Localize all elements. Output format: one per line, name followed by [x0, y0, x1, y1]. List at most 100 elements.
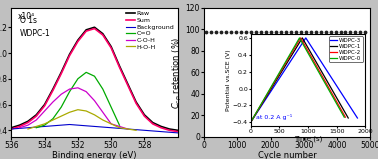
Point	[338, 30, 344, 33]
H-O-H	[26, 128, 30, 130]
Point	[297, 30, 304, 33]
Sum	[125, 84, 130, 86]
Sum	[175, 131, 180, 133]
Raw	[159, 125, 163, 127]
Background	[159, 131, 163, 133]
Point	[288, 30, 294, 33]
Sum	[17, 125, 22, 127]
Background	[42, 125, 47, 127]
C-O-H	[92, 100, 97, 102]
C-O-H	[84, 91, 88, 93]
Line: Raw: Raw	[11, 27, 178, 130]
Point	[352, 30, 358, 33]
H-O-H	[125, 128, 130, 130]
Raw	[51, 88, 55, 90]
Raw	[26, 120, 30, 122]
Sum	[142, 115, 147, 117]
Point	[342, 30, 349, 33]
Text: O 1s: O 1s	[20, 16, 37, 25]
C-O-H	[26, 124, 30, 126]
C-O-H	[51, 101, 55, 103]
Line: H-O-H: H-O-H	[28, 110, 136, 130]
Sum	[59, 73, 64, 75]
C=O	[109, 106, 113, 108]
C-O-H	[42, 110, 47, 112]
C=O	[34, 127, 39, 129]
Point	[223, 30, 229, 33]
Raw	[101, 33, 105, 35]
C=O	[84, 71, 88, 73]
Sum	[9, 128, 14, 130]
Point	[318, 30, 324, 33]
Point	[347, 30, 353, 33]
Raw	[109, 46, 113, 48]
Raw	[125, 83, 130, 85]
C-O-H	[67, 88, 72, 90]
Background	[67, 124, 72, 125]
Sum	[101, 34, 105, 36]
C=O	[42, 124, 47, 126]
C=O	[76, 78, 80, 80]
Point	[233, 30, 239, 33]
Raw	[134, 101, 138, 103]
Sum	[51, 89, 55, 91]
Sum	[109, 47, 113, 49]
C=O	[59, 106, 64, 108]
Raw	[67, 53, 72, 55]
Raw	[76, 39, 80, 41]
Point	[283, 30, 289, 33]
Background	[17, 127, 22, 129]
Point	[302, 30, 308, 33]
Text: x10⁴: x10⁴	[18, 12, 35, 21]
H-O-H	[34, 125, 39, 127]
Background	[92, 125, 97, 127]
C-O-H	[34, 119, 39, 121]
Background	[76, 124, 80, 126]
Point	[243, 30, 249, 33]
Background	[125, 128, 130, 130]
Point	[308, 30, 314, 33]
Sum	[42, 105, 47, 107]
Point	[203, 30, 209, 33]
Background	[34, 126, 39, 128]
Point	[363, 30, 369, 33]
Raw	[17, 124, 22, 126]
Raw	[167, 128, 172, 130]
C-O-H	[109, 123, 113, 125]
Point	[228, 30, 234, 33]
Line: Background: Background	[11, 124, 178, 133]
C=O	[67, 91, 72, 93]
Point	[248, 30, 254, 33]
C=O	[51, 118, 55, 120]
H-O-H	[42, 123, 47, 125]
Point	[273, 30, 279, 33]
Point	[218, 30, 224, 33]
Point	[213, 30, 219, 33]
Point	[268, 30, 274, 33]
H-O-H	[51, 119, 55, 121]
C=O	[101, 88, 105, 90]
X-axis label: Binding energy (eV): Binding energy (eV)	[52, 151, 137, 159]
Sum	[167, 129, 172, 131]
Sum	[92, 28, 97, 30]
Raw	[117, 65, 122, 67]
H-O-H	[101, 119, 105, 121]
Y-axis label: $C_{cp}$ retention (%): $C_{cp}$ retention (%)	[171, 36, 184, 109]
Background	[101, 126, 105, 128]
Sum	[150, 123, 155, 125]
H-O-H	[117, 127, 122, 129]
Background	[26, 127, 30, 129]
C-O-H	[59, 93, 64, 95]
C-O-H	[125, 128, 130, 130]
Raw	[142, 114, 147, 116]
C=O	[92, 75, 97, 77]
H-O-H	[92, 114, 97, 116]
Point	[258, 30, 264, 33]
Sum	[76, 41, 80, 42]
Background	[59, 124, 64, 126]
Sum	[34, 115, 39, 117]
Sum	[159, 127, 163, 129]
Raw	[42, 104, 47, 106]
Raw	[84, 29, 88, 31]
Point	[333, 30, 339, 33]
